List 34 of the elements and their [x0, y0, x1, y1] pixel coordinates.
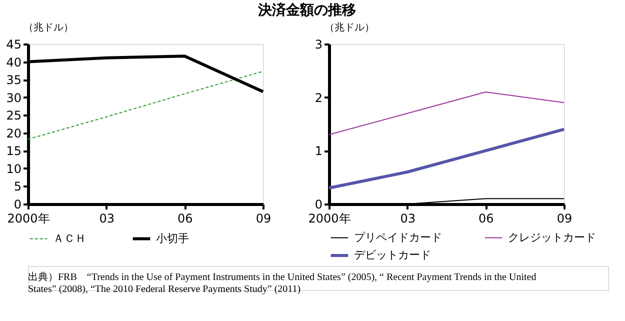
- y-tick-label: 45: [6, 38, 22, 52]
- y-axis-title: （兆ドル）: [324, 22, 374, 34]
- y-tick-label: 0: [314, 198, 322, 212]
- x-tick-label: 03: [400, 212, 416, 226]
- line-series: [328, 92, 564, 136]
- text: 決済金額の推移: [256, 2, 356, 18]
- legend-label: プリペイドカード: [354, 230, 442, 244]
- legend-label: クレジットカード: [508, 230, 596, 244]
- y-tick-label: 10: [6, 162, 22, 176]
- y-tick-label: 15: [6, 144, 22, 158]
- legend-label: デビットカード: [354, 248, 431, 262]
- x-tick-label: 2000年: [308, 212, 351, 226]
- y-tick-label: 1: [314, 144, 322, 158]
- legend-label: 小切手: [156, 232, 189, 245]
- x-tick-label: 03: [99, 212, 114, 226]
- y-tick-label: 3: [314, 38, 322, 52]
- x-tick-label: 09: [256, 212, 272, 226]
- x-tick-label: 2000年: [7, 212, 50, 226]
- x-tick-label: 09: [556, 212, 572, 226]
- y-tick-label: 35: [6, 73, 22, 88]
- legend-label: ＡＣＨ: [53, 232, 86, 245]
- y-axis-title: （兆ドル）: [24, 22, 74, 34]
- x-tick-label: 06: [178, 212, 193, 226]
- x-tick-label: 06: [478, 212, 494, 226]
- line-series: [28, 70, 264, 140]
- line-series: [328, 128, 566, 190]
- y-tick-label: 2: [314, 90, 322, 105]
- y-tick-label: 30: [6, 90, 22, 105]
- y-tick-label: 5: [14, 180, 22, 194]
- y-tick-label: 40: [6, 55, 22, 70]
- y-tick-label: 0: [14, 198, 22, 212]
- source-note: 出典）FRB “Trends in the Use of Payment Instruments in the United States” (2005), “ Recent Payment Trends in the United States” (2008), “The 2010 Federal Reserve Payments Study” (2011): [28, 271, 536, 295]
- y-tick-label: 25: [6, 108, 22, 123]
- y-tick-label: 20: [6, 126, 22, 140]
